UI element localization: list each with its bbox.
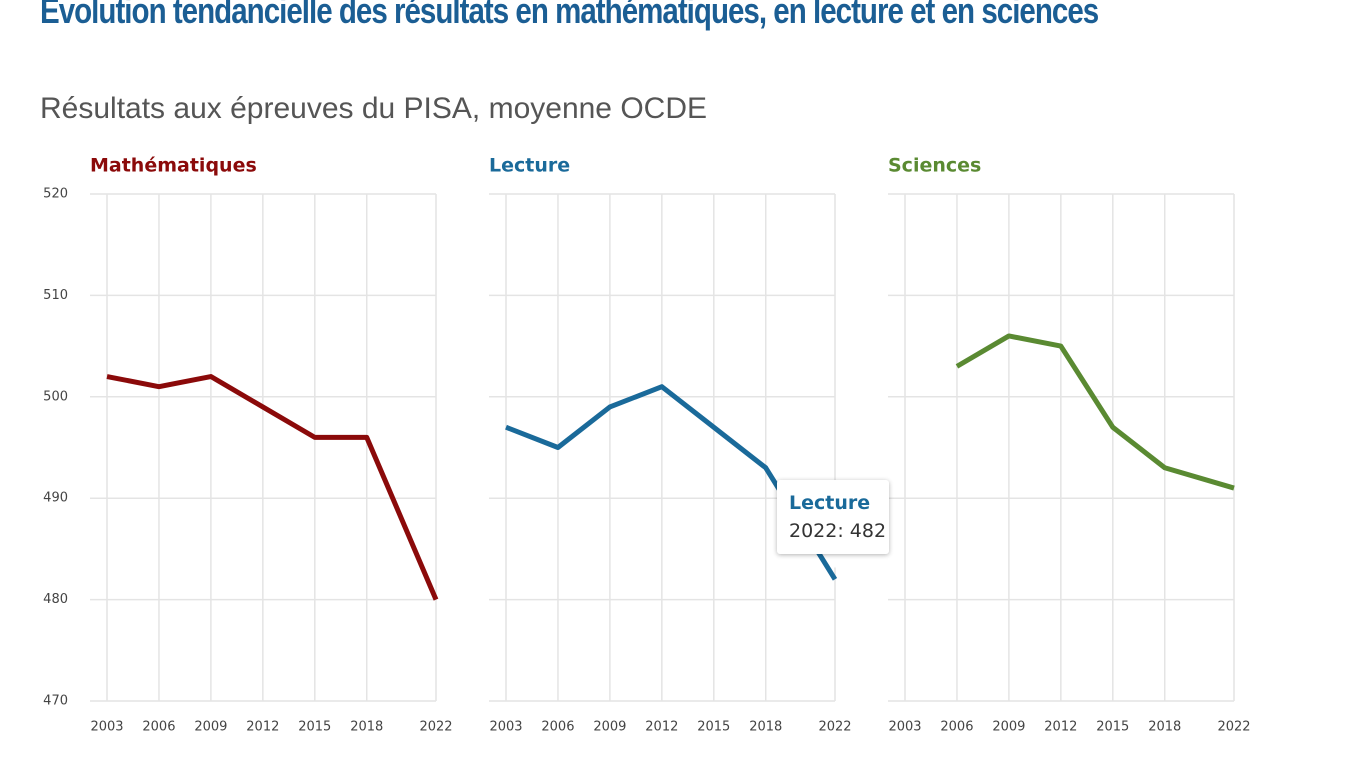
x-tick-label: 2022 <box>818 720 851 735</box>
x-tick-label: 2022 <box>1217 720 1250 735</box>
y-tick-label: 490 <box>43 491 68 506</box>
x-tick-label: 2012 <box>645 720 678 735</box>
tooltip-pointer <box>824 553 846 568</box>
tooltip-title: Lecture <box>789 492 871 514</box>
x-tick-label: 2022 <box>419 720 452 735</box>
panel-title: Sciences <box>888 155 981 177</box>
y-tick-label: 520 <box>43 187 68 202</box>
x-tick-label: 2003 <box>90 720 123 735</box>
data-line <box>505 384 838 581</box>
panel-title: Lecture <box>489 155 570 177</box>
tooltip-text: 2022: 482 <box>789 520 887 542</box>
page-title: Évolution tendancielle des résultats en … <box>40 0 1099 31</box>
x-tick-label: 2003 <box>888 720 921 735</box>
x-tick-label: 2018 <box>1148 720 1181 735</box>
x-tick-label: 2015 <box>697 720 730 735</box>
x-tick-label: 2003 <box>489 720 522 735</box>
x-tick-label: 2015 <box>298 720 331 735</box>
x-tick-label: 2009 <box>593 720 626 735</box>
x-tick-label: 2009 <box>194 720 227 735</box>
y-tick-label: 500 <box>43 389 68 404</box>
x-tick-label: 2012 <box>246 720 279 735</box>
panel-title: Mathématiques <box>90 155 257 177</box>
x-tick-label: 2006 <box>940 720 973 735</box>
y-tick-label: 480 <box>43 592 68 607</box>
x-tick-label: 2006 <box>142 720 175 735</box>
x-tick-label: 2015 <box>1096 720 1129 735</box>
tooltip: Lecture 2022: 482 <box>777 480 889 554</box>
x-tick-label: 2018 <box>350 720 383 735</box>
y-tick-label: 510 <box>43 288 68 303</box>
y-tick-label: 470 <box>43 694 68 709</box>
x-tick-label: 2018 <box>749 720 782 735</box>
data-line <box>955 333 1235 491</box>
page-subtitle: Résultats aux épreuves du PISA, moyenne … <box>40 92 708 125</box>
x-tick-label: 2009 <box>992 720 1025 735</box>
data-line <box>106 374 439 601</box>
x-tick-label: 2006 <box>541 720 574 735</box>
x-tick-label: 2012 <box>1044 720 1077 735</box>
